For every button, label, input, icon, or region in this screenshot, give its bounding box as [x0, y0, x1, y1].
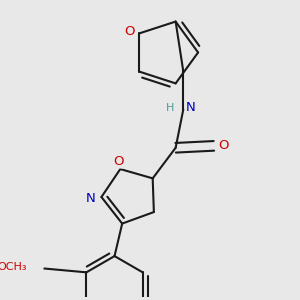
Text: O: O: [113, 155, 124, 168]
Text: H: H: [166, 103, 174, 112]
Text: O: O: [124, 25, 135, 38]
Text: O: O: [218, 139, 229, 152]
Text: OCH₃: OCH₃: [0, 262, 27, 272]
Text: N: N: [86, 192, 96, 206]
Text: N: N: [186, 101, 196, 114]
